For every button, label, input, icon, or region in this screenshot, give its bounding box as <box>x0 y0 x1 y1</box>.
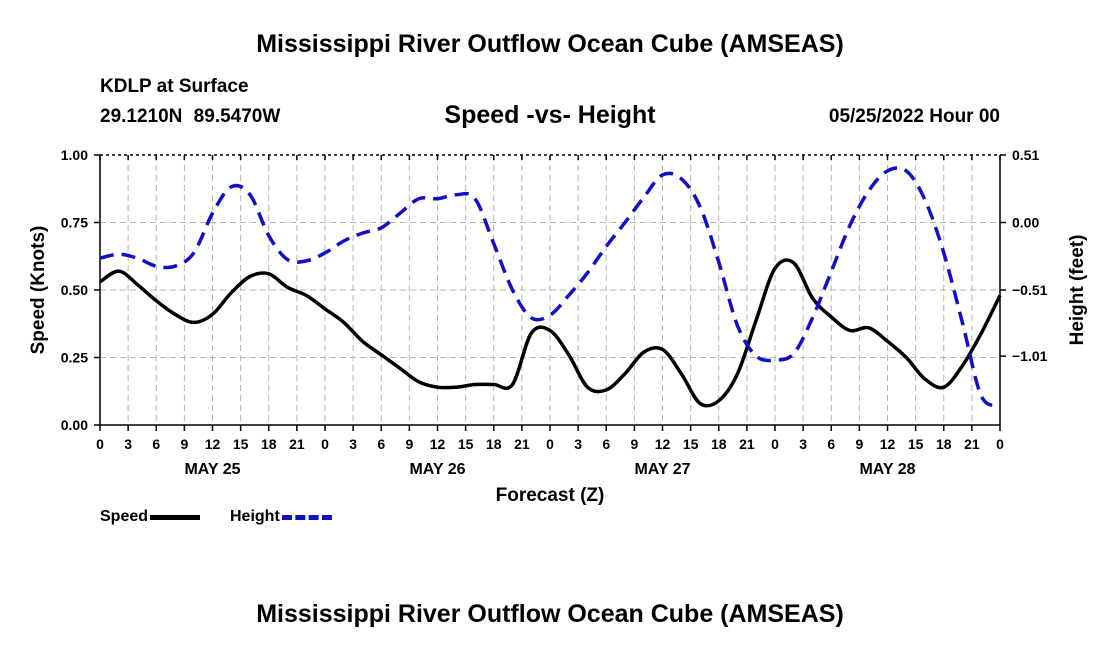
series-line-height <box>99 166 1001 407</box>
y-tick-label-left: 0.00 <box>61 417 88 433</box>
x-tick-label: 15 <box>683 436 699 452</box>
x-tick-label: 3 <box>349 436 357 452</box>
y-tick-label-right: −1.01 <box>1012 348 1048 364</box>
x-tick-label: 3 <box>574 436 582 452</box>
x-tick-label: 6 <box>377 436 385 452</box>
x-tick-label: 18 <box>486 436 502 452</box>
x-tick-label: 18 <box>261 436 277 452</box>
chart-labels: 0 3 6 9 12 15 18 21 0 3 6 9 12 15 18 21 0 3 6 9 12 15 18 21 0 3 6 9… <box>28 147 1088 506</box>
x-tick-label: 21 <box>514 436 530 452</box>
x-tick-label: 15 <box>908 436 924 452</box>
x-tick-label: 0 <box>96 436 104 452</box>
series-line-speed <box>99 258 1002 408</box>
y-tick-label-right: −0.51 <box>1012 282 1048 298</box>
coordinates-label: 29.1210N 89.5470W <box>100 106 281 127</box>
day-label: MAY 26 <box>409 461 465 478</box>
x-tick-label: 0 <box>546 436 554 452</box>
x-tick-label: 3 <box>124 436 132 452</box>
x-tick-label: 9 <box>630 436 638 452</box>
day-label: MAY 28 <box>859 461 915 478</box>
forecast-datetime: 05/25/2022 Hour 00 <box>828 106 1000 127</box>
x-axis-title: Forecast (Z) <box>496 485 605 506</box>
chart-series <box>99 166 1002 408</box>
x-tick-label: 21 <box>739 436 755 452</box>
chart-subtitle: Speed -vs- Height <box>444 101 656 129</box>
x-tick-label: 12 <box>205 436 221 452</box>
x-tick-label: 0 <box>321 436 329 452</box>
x-tick-label: 6 <box>152 436 160 452</box>
x-tick-label: 12 <box>880 436 896 452</box>
day-label: MAY 27 <box>634 461 690 478</box>
x-tick-label: 9 <box>405 436 413 452</box>
legend-speed: Speed <box>100 508 201 526</box>
legend-speed-swatch <box>150 514 201 520</box>
x-tick-label: 15 <box>233 436 249 452</box>
station-label: KDLP at Surface <box>100 76 249 97</box>
x-tick-label: 18 <box>936 436 952 452</box>
x-tick-label: 15 <box>458 436 474 452</box>
y-tick-label-right: 0.00 <box>1012 215 1039 231</box>
x-tick-label: 9 <box>180 436 188 452</box>
x-tick-label: 0 <box>996 436 1004 452</box>
chart-title: Mississippi River Outflow Ocean Cube (AM… <box>256 30 844 58</box>
y-tick-label-left: 0.75 <box>61 215 88 231</box>
x-tick-label: 18 <box>711 436 727 452</box>
footer-title: Mississippi River Outflow Ocean Cube (AM… <box>256 600 844 628</box>
x-tick-label: 12 <box>655 436 671 452</box>
x-tick-label: 3 <box>799 436 807 452</box>
x-tick-label: 0 <box>771 436 779 452</box>
legend-speed-label: Speed <box>100 508 149 525</box>
y-tick-label-left: 0.50 <box>61 282 88 298</box>
y-tick-label-left: 0.25 <box>61 350 88 366</box>
legend-height-label: Height <box>230 508 280 525</box>
x-tick-label: 12 <box>430 436 446 452</box>
legend-height: Height <box>230 508 332 526</box>
y-axis-title-right: Height (feet) <box>1067 235 1088 346</box>
x-tick-label: 6 <box>827 436 835 452</box>
x-tick-label: 6 <box>602 436 610 452</box>
day-label: MAY 25 <box>184 461 240 478</box>
x-tick-label: 21 <box>964 436 980 452</box>
chart-ticks <box>94 154 1006 431</box>
x-tick-label: 9 <box>855 436 863 452</box>
y-tick-label-left: 1.00 <box>61 147 88 163</box>
legend-height-swatch <box>281 514 332 520</box>
x-tick-label: 21 <box>289 436 305 452</box>
y-axis-title-left: Speed (Knots) <box>28 226 49 355</box>
y-tick-label-right: 0.51 <box>1012 147 1039 163</box>
